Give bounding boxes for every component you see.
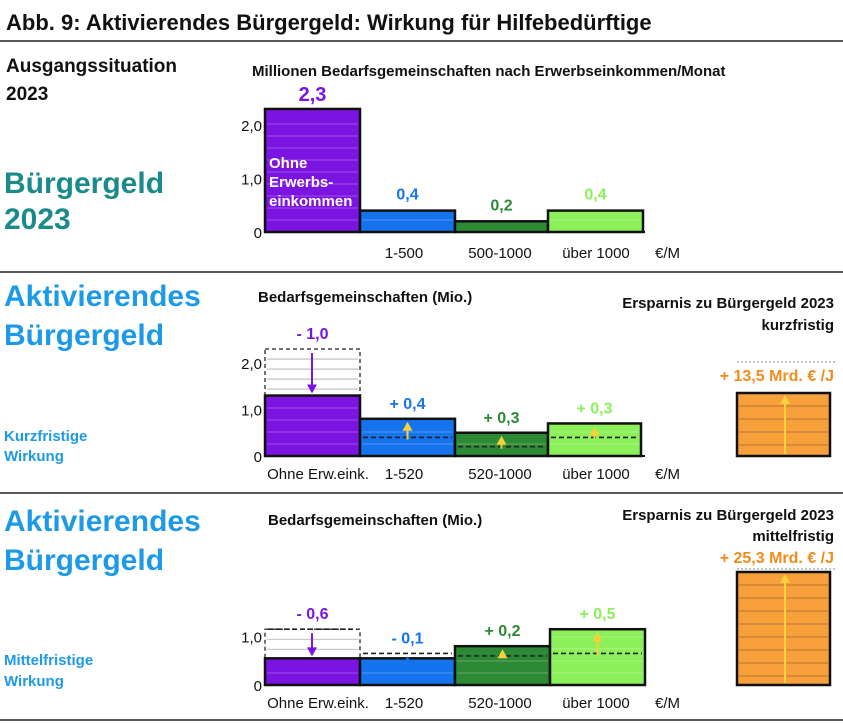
mittel-chart: 0 1,0 Ohne Erw.eink. 1-520 520-1000 über 1000… [241, 550, 835, 712]
change-label: + 0,5 [579, 606, 615, 623]
bar [546, 209, 645, 234]
mittel-savings-sub: mittelfristig [752, 528, 834, 545]
y-tick-label: 2,0 [241, 356, 262, 373]
unit-label: €/M [655, 466, 680, 483]
change-label: + 0,2 [484, 623, 520, 640]
figure-title: Abb. 9: Aktivierendes Bürgergeld: Wirkun… [6, 10, 652, 35]
change-arrow-head [307, 647, 317, 657]
category-label: Ohne Erw.eink. [267, 695, 369, 712]
y-tick-label: 1,0 [241, 630, 262, 647]
category-label: 1-520 [385, 466, 423, 483]
mittel-chart-title: Bedarfsgemeinschaften (Mio.) [268, 512, 482, 529]
mittel-side-sub-1: Mittelfristige [4, 652, 93, 669]
change-label: - 0,6 [296, 606, 328, 623]
inner-bar-label: einkommen [269, 193, 352, 210]
y-tick-label: 2,0 [241, 118, 262, 135]
bar [453, 220, 550, 234]
baseline-chart-title: Millionen Bedarfsgemeinschaften nach Erw… [252, 63, 725, 80]
kurz-side-title-2: Bürgergeld [4, 319, 164, 352]
value-label: 0,2 [490, 197, 512, 214]
change-arrow-head [589, 426, 600, 436]
y-tick-label: 1,0 [241, 172, 262, 189]
y-tick-label: 1,0 [241, 403, 262, 420]
change-arrow-head [592, 632, 603, 642]
change-arrow-head [496, 435, 507, 445]
inner-bar-label: Erwerbs- [269, 174, 333, 191]
value-label: 0,4 [396, 187, 418, 204]
kurz-side-sub-1: Kurzfristige [4, 428, 87, 445]
unit-label: €/M [655, 245, 680, 262]
savings-label: + 13,5 Mrd. € /J [720, 368, 834, 385]
category-label: Ohne Erw.eink. [267, 466, 369, 483]
category-label: über 1000 [562, 466, 630, 483]
kurz-savings-title: Ersparnis zu Bürgergeld 2023 [622, 295, 834, 312]
change-label: + 0,3 [576, 400, 612, 417]
change-label: + 0,3 [483, 410, 519, 427]
category-label: 1-500 [385, 245, 423, 262]
kurz-savings-sub: kurzfristig [761, 317, 834, 334]
category-label: 520-1000 [468, 695, 531, 712]
change-label: + 0,4 [389, 396, 425, 413]
y-tick-label: 0 [254, 449, 262, 466]
savings-arrow-head [780, 574, 790, 583]
category-label: 500-1000 [468, 245, 531, 262]
kurz-chart-title: Bedarfsgemeinschaften (Mio.) [258, 289, 472, 306]
y-tick-label: 0 [254, 678, 262, 695]
kurz-side-title-1: Aktivierendes [4, 280, 201, 313]
change-arrow-head [402, 656, 413, 666]
mittel-side-title-1: Aktivierendes [4, 505, 201, 538]
kurz-side-sub-2: Wirkung [4, 448, 64, 465]
unit-label: €/M [655, 695, 680, 712]
baseline-chart: 0 1,0 2,0 1-500 500-1000 über 1000 €/M 2,3 0,4 0,… [241, 84, 680, 262]
savings-bar [735, 570, 832, 687]
savings-label: + 25,3 Mrd. € /J [720, 550, 834, 567]
category-label: 1-520 [385, 695, 423, 712]
bar [263, 657, 362, 687]
change-label: - 0,1 [391, 630, 423, 647]
bar [358, 209, 457, 234]
baseline-side-title-2: 2023 [4, 203, 71, 236]
baseline-heading-year: 2023 [6, 84, 48, 105]
bar [263, 107, 362, 234]
change-arrow-head [402, 421, 413, 431]
kurz-chart: 0 1,0 2,0 Ohne Erw.eink. 1-520 520-1000 über 1… [241, 326, 835, 483]
inner-bar-label: Ohne [269, 155, 307, 172]
category-label: über 1000 [562, 695, 630, 712]
baseline-side-title-1: Bürgergeld [4, 167, 164, 200]
change-arrow-head [497, 649, 508, 659]
mittel-savings-title: Ersparnis zu Bürgergeld 2023 [622, 507, 834, 524]
change-label: - 1,0 [296, 326, 328, 343]
change-arrow-head [307, 384, 317, 394]
category-label: 520-1000 [468, 466, 531, 483]
bar [263, 394, 362, 458]
savings-arrow-head [780, 395, 790, 404]
category-label: über 1000 [562, 245, 630, 262]
mittel-side-sub-2: Wirkung [4, 673, 64, 690]
mittel-side-title-2: Bürgergeld [4, 544, 164, 577]
y-tick-label: 0 [254, 225, 262, 242]
baseline-heading: Ausgangssituation [6, 56, 177, 77]
value-label: 2,3 [299, 84, 327, 106]
value-label: 0,4 [584, 187, 606, 204]
bar [546, 422, 643, 458]
